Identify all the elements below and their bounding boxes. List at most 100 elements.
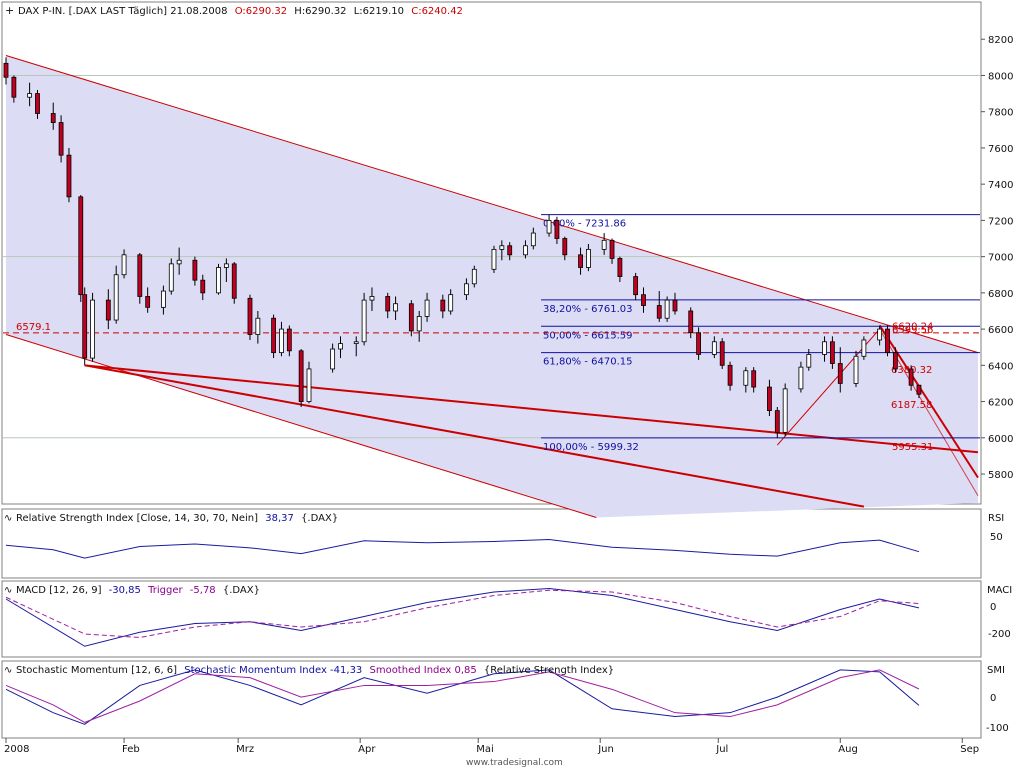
candle	[338, 336, 343, 359]
candle-body	[861, 339, 867, 357]
candle-body	[727, 364, 733, 386]
level-label: 6620.24	[892, 321, 933, 332]
candle	[90, 292, 95, 362]
smi-tick-m100: -100	[986, 723, 1009, 734]
level-label: 5955.31	[892, 442, 933, 453]
candle-body	[586, 248, 591, 268]
candle	[200, 274, 206, 301]
candle	[424, 292, 430, 322]
candle	[908, 365, 914, 391]
candle	[672, 292, 678, 315]
candle-body	[837, 363, 843, 384]
candle	[137, 253, 143, 304]
candle	[664, 296, 670, 322]
candle	[586, 243, 591, 272]
candle-body	[271, 317, 276, 354]
candle-body	[231, 263, 237, 299]
candle-body	[696, 332, 701, 355]
y-tick-label: 8200	[988, 35, 1013, 46]
candle-body	[892, 352, 898, 370]
candle-body	[279, 328, 284, 354]
candle-body	[385, 296, 391, 312]
candle	[82, 287, 88, 366]
y-tick-label: 6400	[988, 361, 1013, 372]
candle	[829, 336, 835, 369]
candle-body	[121, 254, 127, 276]
candle	[885, 325, 890, 357]
candle-body	[90, 299, 95, 359]
candle-body	[774, 410, 780, 433]
candle-body	[507, 245, 513, 256]
candle-body	[35, 93, 40, 114]
trend-line	[5, 55, 979, 354]
candle	[113, 265, 119, 324]
candle-body	[554, 219, 560, 239]
wave-icon: ∿	[4, 585, 12, 596]
candle	[121, 249, 127, 279]
macd-tick-m200: -200	[988, 629, 1011, 640]
svg-text:DAX P-IN. [.DAX LAST Täglich]: DAX P-IN. [.DAX LAST Täglich] 21.08.2008…	[18, 6, 463, 17]
candle-body	[223, 263, 229, 268]
candle	[562, 236, 568, 261]
candle	[393, 296, 398, 321]
candle-body	[877, 328, 883, 341]
y-tick-label: 7800	[988, 108, 1013, 119]
macd-symbol: {.DAX}	[223, 585, 260, 596]
svg-text:Relative Strength Index [Close: Relative Strength Index [Close, 14, 30, …	[16, 513, 338, 524]
candle	[247, 294, 253, 340]
candle	[696, 327, 701, 360]
candle-body	[338, 343, 343, 350]
candle	[806, 349, 812, 371]
candle	[58, 115, 64, 163]
candle	[298, 349, 304, 407]
candle	[491, 245, 497, 273]
trend-line	[84, 364, 865, 508]
candle-body	[247, 297, 253, 335]
fib-level-label: 61,80% - 6470.15	[543, 357, 632, 368]
candle	[499, 240, 505, 261]
candle-body	[448, 294, 454, 312]
x-tick-label: Sep	[960, 744, 979, 755]
candle-body	[440, 299, 446, 312]
smi-title: Stochastic Momentum [12, 6, 6]	[16, 665, 177, 676]
rsi-symbol: {.DAX}	[301, 513, 338, 524]
fib-level-label: 38,20% - 6761.03	[543, 304, 632, 315]
collapse-icon[interactable]: +	[5, 4, 14, 17]
smi-line2: Smoothed Index 0,85	[369, 665, 476, 676]
candle	[223, 258, 229, 282]
candle	[353, 336, 359, 357]
svg-text:MACD [12, 26, 9] -30,85: MACD [12, 26, 9] -30,85 Trigger -5,78 {.…	[16, 585, 260, 596]
rsi-panel-frame	[1, 508, 982, 579]
candle	[641, 287, 646, 313]
candle-body	[145, 296, 151, 308]
candle	[145, 287, 151, 313]
candle	[719, 338, 725, 369]
candle	[408, 300, 414, 337]
candle-body	[408, 303, 414, 332]
candle	[530, 227, 536, 250]
indicator-series-line	[5, 669, 920, 723]
candle-body	[782, 388, 788, 433]
candle	[66, 147, 72, 203]
candle-body	[546, 219, 552, 234]
x-tick-label: Jul	[715, 744, 728, 755]
x-tick-label: Mrz	[236, 744, 254, 755]
candle	[471, 265, 477, 288]
macd-panel-frame	[1, 580, 982, 658]
candle-body	[424, 299, 430, 317]
candle-body	[523, 245, 528, 256]
rsi-value: 38,37	[265, 513, 294, 524]
indicator-panels: 2008 Feb Mrz Apr Mai Jun Jul Aug Sep	[4, 539, 979, 755]
indicator-series-line	[5, 589, 920, 639]
candle-body	[416, 316, 422, 332]
candle	[216, 263, 221, 295]
candle	[578, 247, 583, 275]
x-tick-label: Aug	[838, 744, 858, 755]
candle	[609, 238, 615, 264]
candle-body	[137, 254, 143, 297]
candle	[361, 292, 367, 346]
candle	[330, 343, 336, 373]
close-label: C:6240.42	[411, 6, 463, 17]
candle	[727, 361, 733, 391]
candle	[554, 216, 560, 244]
